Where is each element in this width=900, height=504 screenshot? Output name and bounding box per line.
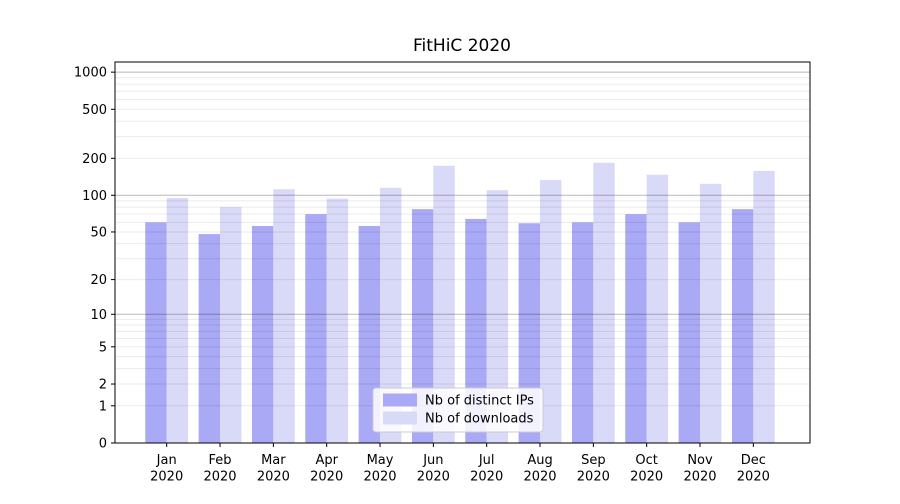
x-tick-label-month: Dec [741,453,766,468]
bar-downloads-jul [486,190,509,443]
x-tick-label-year: 2020 [683,470,716,485]
bar-downloads-jan [166,197,189,443]
bar-distinct-ips-feb [198,234,221,443]
x-tick-label-year: 2020 [310,470,343,485]
x-tick-label-year: 2020 [150,470,183,485]
x-axis-ticks: Jan 2020 Feb 2020 Mar 2020 Apr 2020 May 2020 Jun 20… [150,443,770,485]
x-tick-label-year: 2020 [737,470,770,485]
bar-distinct-ips-oct [625,214,647,443]
y-tick-label: 200 [82,152,107,167]
bar-downloads-oct [646,174,669,443]
x-tick-label-month: Mar [261,453,286,468]
bar-downloads-dec [753,170,775,443]
x-tick-label-year: 2020 [203,470,236,485]
bar-downloads-aug [540,180,562,443]
x-tick-label-year: 2020 [470,470,503,485]
legend-label-downloads: Nb of downloads [425,412,534,427]
legend: Nb of distinct IPs Nb of downloads [372,387,544,433]
bar-distinct-ips-jun [411,209,434,443]
x-tick-label-month: Apr [315,453,338,468]
y-tick-label: 1000 [74,66,107,81]
legend-swatch-distinct-ips [383,393,417,407]
chart-title: FitHiC 2020 [413,36,511,56]
bar-distinct-ips-apr [305,214,327,443]
y-tick-label: 500 [82,103,107,118]
x-tick-label-month: Jun [422,453,443,468]
bar-distinct-ips-jul [465,218,487,443]
y-tick-label: 20 [90,273,107,288]
bar-downloads-jun [433,165,455,443]
x-tick-label-month: Nov [687,453,713,468]
x-tick-label-month: Aug [527,453,552,468]
y-tick-label: 100 [82,189,107,204]
y-tick-label: 10 [90,308,107,323]
bar-downloads-nov [700,183,722,444]
bar-downloads-apr [326,198,349,443]
plot-border [114,61,811,444]
y-tick-label: 50 [90,225,107,240]
bar-distinct-ips-jan [145,222,167,443]
y-tick-label: 1 [99,399,107,414]
legend-swatch-downloads [383,411,417,425]
gridlines-group [115,71,810,407]
x-tick-label-year: 2020 [257,470,290,485]
x-tick-label-month: Feb [209,453,232,468]
x-tick-label-month: Jan [156,453,177,468]
x-tick-label-year: 2020 [363,470,396,485]
x-tick-label-month: May [367,453,394,468]
bar-distinct-ips-dec [731,209,754,443]
y-tick-label: 2 [99,378,107,393]
x-tick-label-month: Oct [635,453,657,468]
x-tick-label-month: Sep [581,453,606,468]
bar-distinct-ips-nov [678,222,700,443]
bar-downloads-may [380,187,402,443]
x-tick-label-year: 2020 [630,470,663,485]
x-tick-label-month: Jul [478,453,495,468]
x-tick-label-year: 2020 [417,470,450,485]
legend-label-distinct-ips: Nb of distinct IPs [425,394,534,409]
bar-downloads-sep [593,162,615,443]
bar-downloads-feb [220,207,242,443]
x-tick-label-year: 2020 [523,470,556,485]
y-tick-label: 0 [99,437,107,452]
bar-distinct-ips-mar [251,225,274,443]
x-tick-label-year: 2020 [577,470,610,485]
bar-distinct-ips-sep [571,222,594,443]
y-tick-label: 5 [99,340,107,355]
bar-downloads-mar [273,189,295,443]
y-axis-ticks: 0 1 2 5 10 20 50 100 200 500 1000 [74,66,115,452]
